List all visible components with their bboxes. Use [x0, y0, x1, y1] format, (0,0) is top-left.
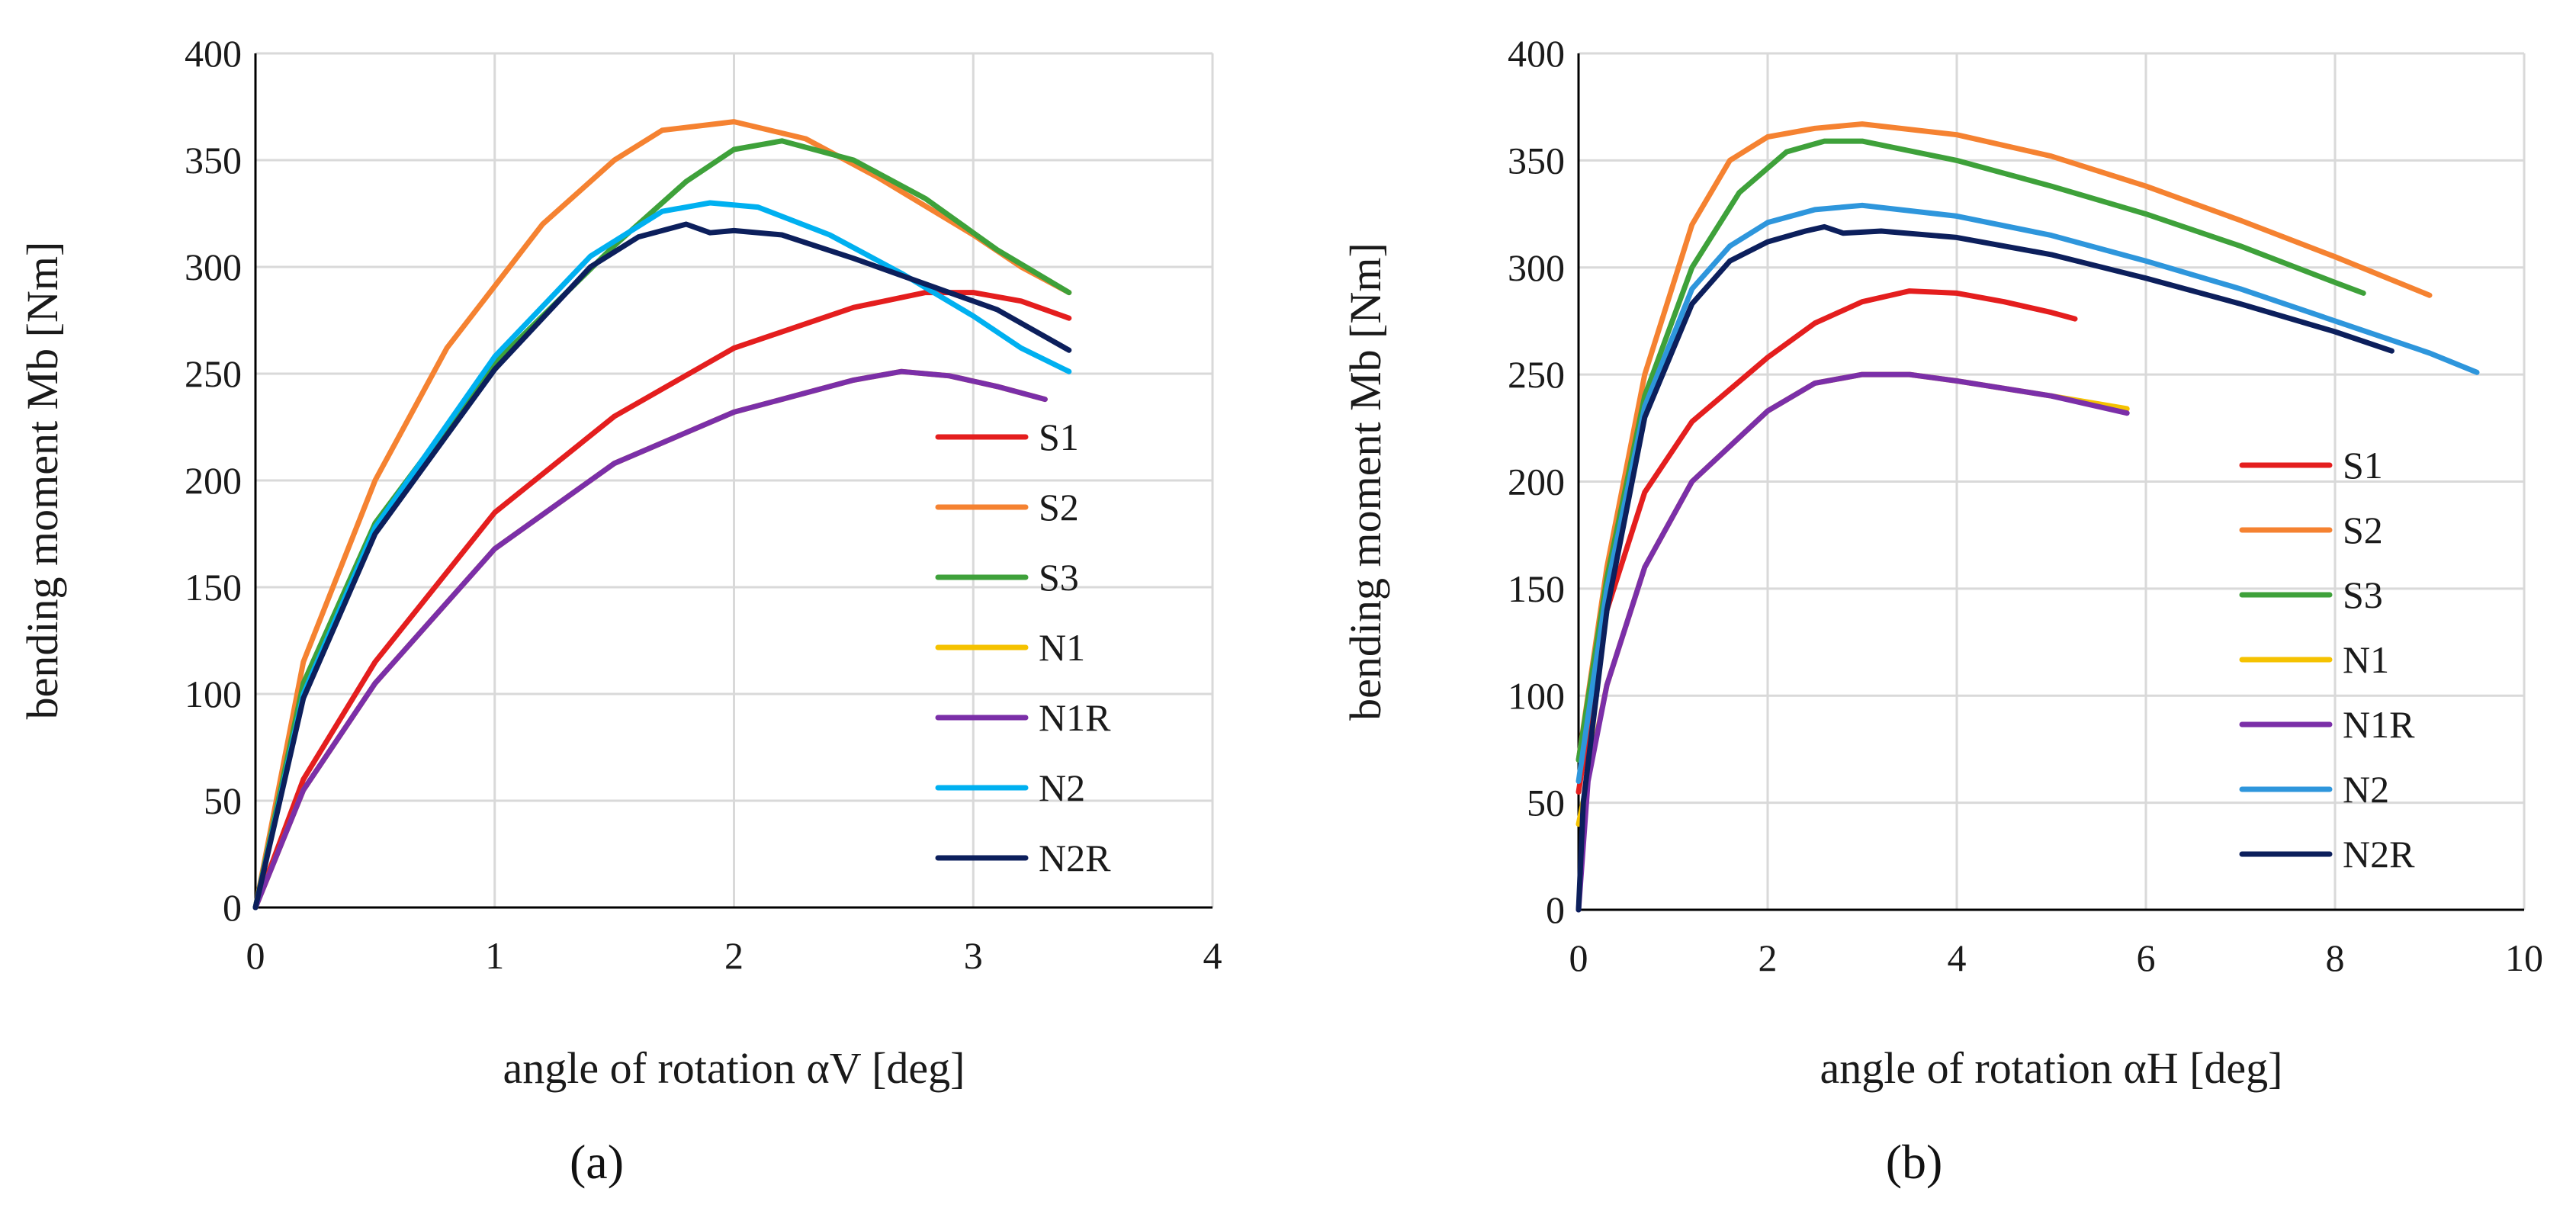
y-tick-label: 100 [185, 673, 242, 715]
series-line-s1 [252, 290, 1072, 911]
series-line-n1r [1575, 371, 2130, 913]
x-tick-label: 2 [724, 934, 744, 977]
x-tick-label: 3 [964, 934, 983, 977]
y-tick-label: 150 [1508, 567, 1565, 610]
panel-label: (a) [570, 1135, 624, 1189]
legend-label-n2r: N2R [2343, 833, 2415, 875]
chart-b: 0 50 100 150 200 250 300 350 400 0 2 4 6 8 10 S1 S2 S3 N1 N… [1341, 32, 2543, 1189]
x-axis-title: angle of rotation αV [deg] [503, 1043, 965, 1093]
x-tick-label: 1 [485, 934, 504, 977]
y-tick-label: 0 [223, 886, 242, 929]
gridlines [255, 52, 1214, 907]
series-line-n1r [252, 368, 1048, 911]
legend-label-n2: N2 [2343, 768, 2389, 811]
y-tick-label: 300 [185, 246, 242, 288]
y-axis-title: bending moment Mb [Nm] [18, 242, 67, 720]
x-tick-label: 4 [1203, 934, 1222, 977]
series-line-s2 [1575, 121, 2433, 763]
y-tick-label: 200 [1508, 461, 1565, 503]
series-line-s3 [1575, 138, 2366, 763]
x-tick-label: 10 [2505, 936, 2543, 979]
series-line-n2r [252, 221, 1072, 911]
chart-a: 0 50 100 150 200 250 300 350 400 0 1 2 3 4 S1 S2 S3 N1 N1R… [18, 32, 1222, 1189]
y-tick-label: 200 [185, 459, 242, 502]
x-tick-label: 8 [2326, 936, 2345, 979]
legend-label-n2r: N2R [1039, 837, 1111, 879]
x-tick-label: 4 [1948, 936, 1967, 979]
series-line-n2r [1575, 223, 2395, 913]
y-tick-label: 250 [185, 352, 242, 395]
y-axis-title: bending moment Mb [Nm] [1341, 243, 1390, 721]
legend: S1 S2 S3 N1 N1R N2 N2R [2239, 444, 2415, 875]
y-tick-label: 100 [1508, 674, 1565, 717]
y-tick-label: 50 [1527, 782, 1565, 824]
series-line-s1 [1575, 288, 2078, 795]
legend: S1 S2 S3 N1 N1R N2 N2R [935, 416, 1111, 879]
y-tick-label: 50 [204, 779, 242, 822]
x-axis-title: angle of rotation αH [deg] [1820, 1043, 2283, 1093]
legend-label-s3: S3 [1039, 556, 1079, 599]
series-line-n2 [1575, 202, 2480, 784]
gridlines [1579, 52, 2526, 910]
y-tick-label: 0 [1546, 888, 1565, 931]
legend-label-s1: S1 [2343, 444, 2383, 487]
x-tick-label: 0 [1569, 936, 1588, 979]
y-tick-label: 400 [1508, 32, 1565, 75]
series-line-n1 [1575, 371, 2130, 827]
y-tick-label: 400 [185, 32, 242, 75]
series-group [1575, 121, 2480, 913]
series-group [252, 119, 1072, 911]
x-tick-label: 0 [246, 934, 265, 977]
legend-label-n1: N1 [2343, 638, 2389, 681]
series-line-n2 [252, 200, 1072, 911]
legend-label-n1r: N1R [1039, 696, 1111, 739]
y-tick-label: 150 [185, 566, 242, 609]
legend-label-s3: S3 [2343, 573, 2383, 616]
x-tick-label: 2 [1759, 936, 1778, 979]
panel-label: (b) [1886, 1135, 1943, 1189]
legend-label-s2: S2 [2343, 509, 2383, 551]
y-tick-label: 350 [1508, 139, 1565, 181]
legend-label-s2: S2 [1039, 486, 1079, 528]
y-tick-label: 300 [1508, 246, 1565, 289]
legend-label-n1r: N1R [2343, 703, 2415, 746]
y-tick-label: 350 [185, 139, 242, 181]
legend-label-n1: N1 [1039, 626, 1085, 669]
x-tick-label: 6 [2137, 936, 2156, 979]
legend-label-n2: N2 [1039, 766, 1085, 809]
series-line-n1 [252, 368, 1048, 911]
legend-label-s1: S1 [1039, 416, 1079, 458]
y-tick-label: 250 [1508, 353, 1565, 396]
